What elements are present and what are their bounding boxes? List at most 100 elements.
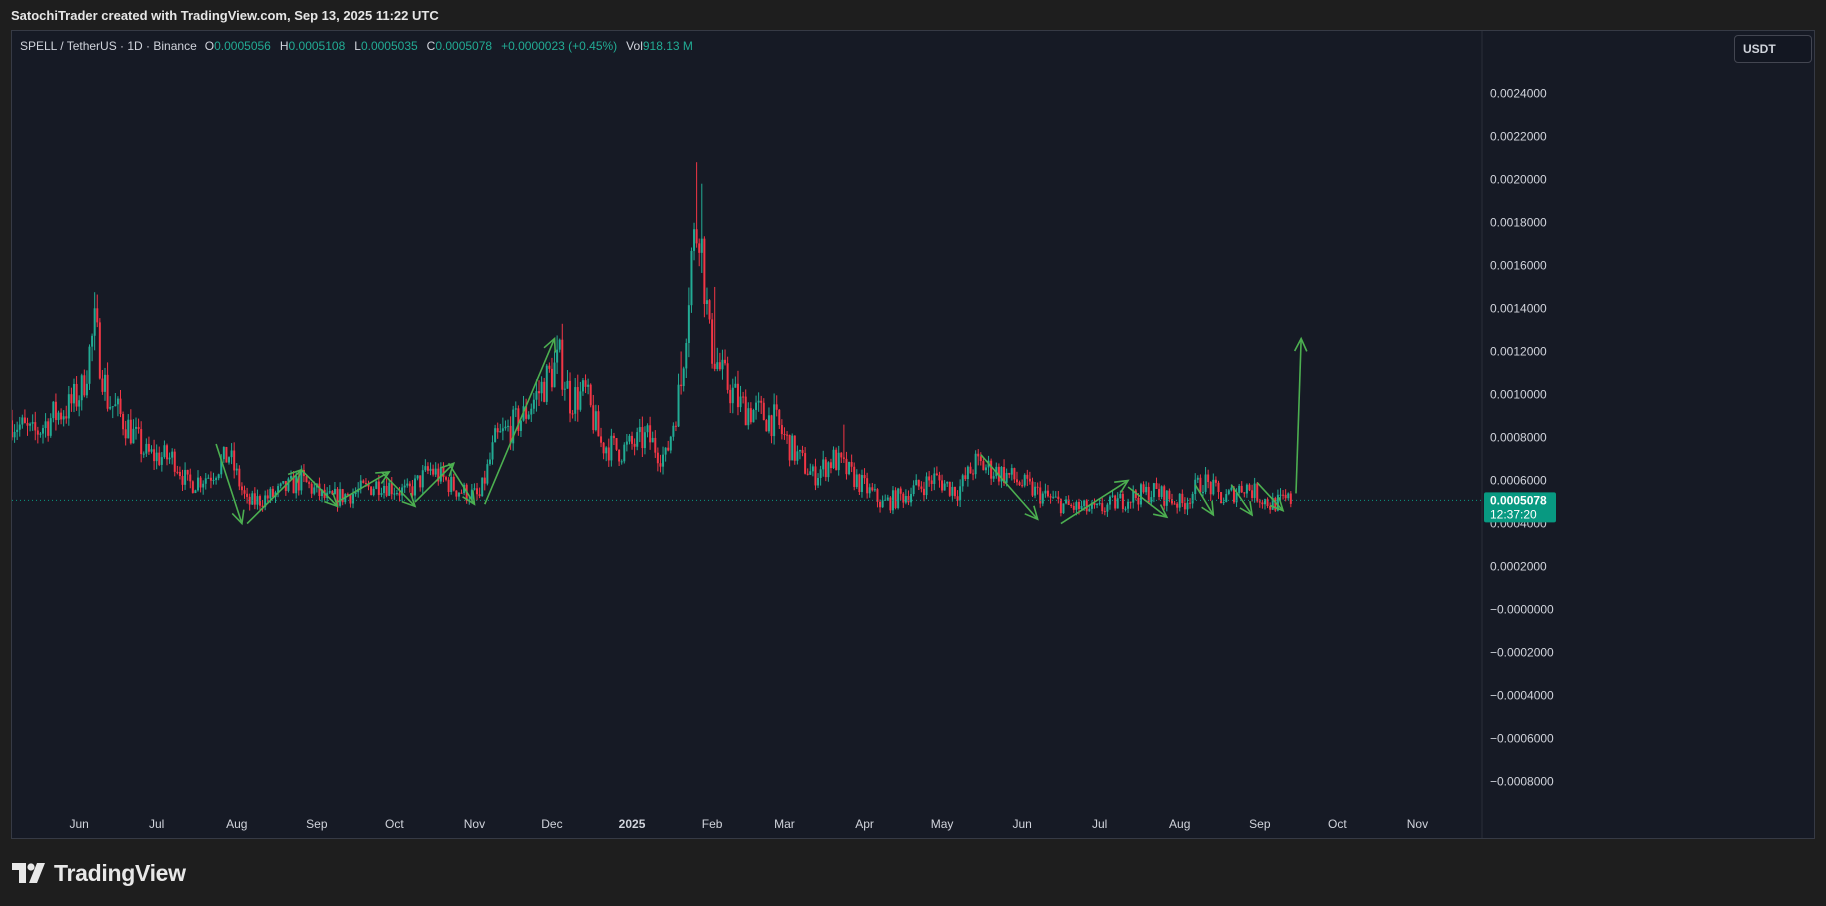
- candle-body: [736, 383, 739, 408]
- candle-body: [339, 489, 342, 506]
- candle-body: [1212, 479, 1215, 495]
- candle-body: [930, 480, 933, 484]
- candlestick-chart[interactable]: 0.0024000 0.0022000 0.0020000 0.0018000 0.00…: [12, 31, 1814, 838]
- candle-body: [749, 408, 752, 423]
- candle-body: [1090, 502, 1093, 509]
- candle-body: [953, 486, 956, 497]
- candle-body: [168, 457, 171, 460]
- candle-body: [765, 420, 768, 432]
- candle-body: [220, 459, 223, 475]
- candle-body: [93, 308, 96, 336]
- candle-body: [884, 499, 887, 501]
- arrow-head: [401, 492, 417, 508]
- candle-body: [845, 458, 848, 475]
- x-tick-label: May: [931, 817, 954, 831]
- candle-body: [636, 432, 639, 447]
- candle-body: [530, 408, 533, 415]
- candle-body: [612, 435, 615, 439]
- candle-body: [713, 363, 716, 369]
- candle-body: [455, 490, 458, 497]
- candle-body: [747, 408, 750, 426]
- candle-body: [452, 476, 455, 491]
- candle-body: [1168, 490, 1171, 500]
- candle-body: [83, 375, 86, 396]
- candle-body: [519, 420, 522, 431]
- candle-body: [656, 452, 659, 464]
- candle-body: [442, 467, 445, 478]
- candle-body: [907, 496, 910, 503]
- symbol-title[interactable]: SPELL / TetherUS · 1D · Binance: [20, 39, 197, 53]
- candle-body: [491, 442, 494, 460]
- candle-body: [659, 463, 662, 467]
- candle-body: [786, 434, 789, 436]
- candle-body: [132, 428, 135, 444]
- candle-body: [197, 477, 200, 491]
- candle-body: [1116, 498, 1119, 509]
- candle-body: [1101, 503, 1104, 512]
- candle-body: [512, 409, 515, 444]
- candle-body: [67, 394, 70, 419]
- y-tick-label: 0.0010000: [1490, 387, 1547, 401]
- candle-body: [902, 493, 905, 503]
- candle-body: [176, 471, 179, 473]
- candle-body: [899, 488, 902, 494]
- x-tick-label: Oct: [1328, 817, 1347, 831]
- candle-body: [411, 486, 414, 496]
- candle-body: [1289, 493, 1292, 504]
- candle-body: [984, 467, 987, 471]
- candle-body: [1031, 481, 1034, 496]
- candle-body: [460, 492, 463, 494]
- candle-body: [711, 319, 714, 364]
- candle-body: [680, 384, 683, 387]
- candle-body: [631, 435, 634, 444]
- candle-body: [1103, 511, 1106, 513]
- candle-body: [380, 493, 383, 495]
- candle-body: [1251, 490, 1254, 498]
- candle-body: [540, 381, 543, 394]
- candle-body: [1248, 484, 1251, 491]
- x-tick-label: Sep: [1249, 817, 1271, 831]
- candle-body: [238, 468, 241, 487]
- candle-body: [1137, 497, 1140, 505]
- tradingview-logo-icon: [12, 863, 45, 883]
- candle-body: [395, 493, 398, 495]
- candle-body: [558, 339, 561, 350]
- y-tick-label: −0.0002000: [1490, 646, 1554, 660]
- candle-body: [1132, 490, 1135, 503]
- candle-body: [88, 346, 91, 384]
- candle-body: [662, 454, 665, 467]
- candle-body: [535, 391, 538, 400]
- candle-body: [62, 416, 65, 420]
- candle-body: [308, 482, 311, 484]
- arrow-head: [231, 509, 245, 526]
- candle-body: [1225, 493, 1228, 503]
- candle-body: [1201, 491, 1204, 493]
- candle-body: [233, 450, 236, 471]
- candle-body: [780, 425, 783, 435]
- candle-body: [876, 489, 879, 502]
- candle-body: [664, 447, 667, 455]
- candle-body: [1077, 502, 1080, 509]
- candle-body: [111, 406, 114, 408]
- y-tick-label: −0.0006000: [1490, 732, 1554, 746]
- candle-body: [1152, 483, 1155, 498]
- tradingview-logo[interactable]: TradingView: [12, 858, 186, 888]
- candle-body: [1010, 468, 1013, 475]
- candle-body: [669, 436, 672, 451]
- candle-body: [1243, 492, 1246, 494]
- candle-body: [848, 462, 851, 475]
- arrow-head: [324, 492, 339, 508]
- chart-frame[interactable]: 0.0024000 0.0022000 0.0020000 0.0018000 0.00…: [11, 30, 1815, 839]
- trend-arrow: [337, 471, 390, 503]
- candle-body: [54, 401, 57, 421]
- candle-body: [607, 447, 610, 461]
- currency-unit-button[interactable]: USDT: [1734, 35, 1812, 63]
- candle-body: [729, 389, 732, 404]
- candle-body: [426, 466, 429, 471]
- candle-body: [687, 305, 690, 344]
- y-tick-label: −0.0004000: [1490, 689, 1554, 703]
- candle-body: [628, 435, 631, 442]
- candle-body: [31, 422, 34, 424]
- candle-body: [34, 422, 37, 431]
- candle-body: [695, 229, 698, 244]
